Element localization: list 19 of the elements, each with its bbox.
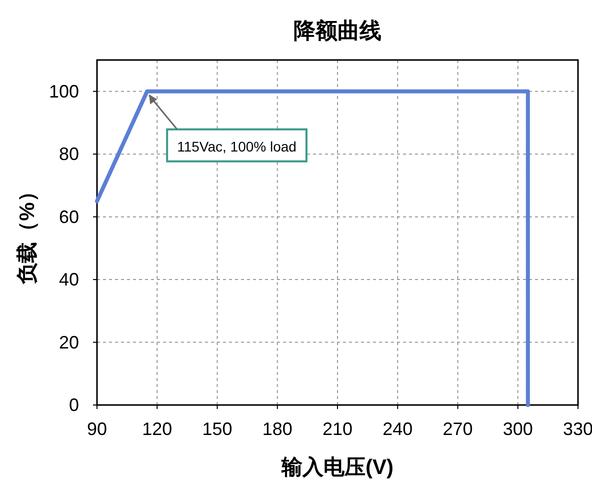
y-axis-title: 负载（%）	[16, 181, 39, 285]
x-tick-label: 240	[382, 419, 413, 439]
x-tick-label: 150	[202, 419, 232, 439]
y-tick-label: 60	[58, 206, 79, 227]
x-tick-label: 270	[442, 419, 473, 439]
chart-title: 降额曲线	[294, 18, 382, 43]
y-tick-label: 20	[58, 332, 79, 352]
x-tick-label: 90	[86, 419, 108, 439]
x-tick-label: 120	[142, 419, 172, 439]
x-tick-label: 300	[502, 419, 533, 439]
y-tick-label: 100	[48, 81, 79, 102]
x-axis-title: 输入电压(V)	[280, 456, 394, 479]
y-tick-label: 80	[58, 144, 79, 164]
x-tick-label: 180	[262, 419, 292, 439]
y-tick-label: 40	[58, 270, 79, 290]
x-tick-label: 210	[322, 419, 353, 439]
x-tick-label: 330	[562, 419, 592, 439]
annotation: 115Vac, 100% load	[177, 138, 296, 154]
y-tick-label: 0	[68, 395, 79, 415]
